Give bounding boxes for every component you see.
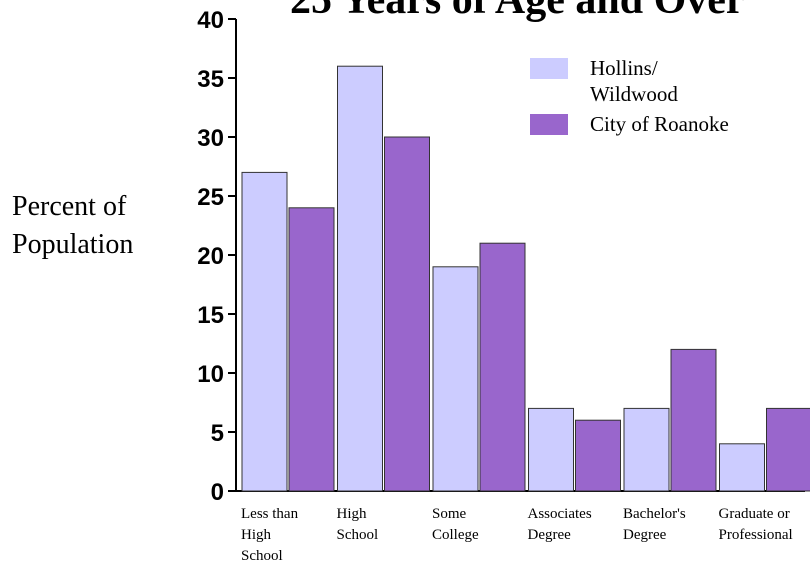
x-tick-label-line: Less than: [241, 506, 299, 522]
bar-city-of-roanoke: [384, 136, 430, 492]
y-tick-label: 10: [197, 361, 224, 388]
bar-hollins-wildwood: [241, 171, 288, 492]
legend-item-series-2: City of Roanoke: [530, 111, 740, 137]
x-tick-label: Some College: [432, 506, 479, 543]
y-tick-label: 40: [197, 7, 224, 34]
legend-swatch-series-1: [530, 58, 568, 79]
x-tick-label-line: Bachelor's: [623, 506, 686, 522]
bar-hollins-wildwood: [432, 266, 479, 492]
y-axis-label: Percent of Population: [12, 188, 133, 264]
y-axis-label-line-1: Percent of: [12, 191, 127, 222]
legend-item-series-1: Hollins/ Wildwood: [530, 55, 740, 107]
x-tick-label: Graduate or Professional: [719, 506, 793, 543]
x-tick-label-line: School: [241, 548, 283, 564]
legend: Hollins/ Wildwood City of Roanoke: [530, 55, 740, 141]
x-tick-label-line: High: [337, 506, 368, 522]
x-tick-label-line: College: [432, 527, 479, 543]
legend-swatch-series-2: [530, 114, 568, 135]
bar-city-of-roanoke: [766, 407, 810, 492]
bar-hollins-wildwood: [623, 407, 670, 492]
x-tick-label-line: School: [337, 527, 379, 543]
x-tick-label: Bachelor's Degree: [623, 506, 686, 543]
y-tick-label: 25: [197, 184, 224, 211]
y-tick-label: 35: [197, 66, 224, 93]
x-tick-label-line: Degree: [528, 527, 572, 543]
bar-hollins-wildwood: [337, 65, 383, 492]
x-tick-label-line: Degree: [623, 527, 667, 543]
bar-city-of-roanoke: [670, 348, 717, 492]
y-tick-label: 30: [197, 125, 224, 152]
y-axis-label-line-2: Population: [12, 229, 134, 260]
x-tick-label: High School: [337, 506, 379, 543]
x-tick-label-line: Professional: [719, 527, 793, 543]
y-tick-label: 0: [211, 479, 224, 506]
x-tick-label-line: Some: [432, 506, 467, 522]
bar-city-of-roanoke: [479, 242, 526, 492]
x-tick-label-line: Associates: [528, 506, 592, 522]
x-tick-label: Associates Degree: [528, 506, 592, 543]
bar-city-of-roanoke: [288, 207, 335, 492]
chart-title: 25 Years of Age and Over: [290, 0, 745, 23]
x-tick-label-line: Graduate or: [719, 506, 790, 522]
y-tick-label: 15: [197, 302, 224, 329]
legend-label-series-1: Hollins/ Wildwood: [590, 56, 678, 106]
bar-hollins-wildwood: [528, 407, 574, 492]
bar-city-of-roanoke: [575, 419, 621, 492]
y-tick-label: 20: [197, 243, 224, 270]
y-tick-label: 5: [211, 420, 224, 447]
legend-label-series-2: City of Roanoke: [590, 112, 729, 136]
bar-hollins-wildwood: [719, 443, 765, 492]
x-tick-label-line: High: [241, 527, 272, 543]
x-tick-label: Less than High School: [241, 506, 299, 564]
